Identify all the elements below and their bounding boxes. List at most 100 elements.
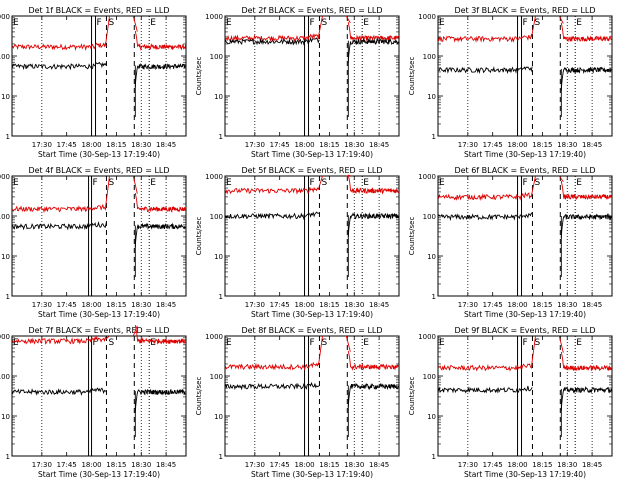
x-tick-label: 18:45: [156, 301, 176, 309]
marker-label-e: E: [226, 338, 232, 348]
y-tick-label: 1000: [418, 333, 436, 341]
events-series-line: [134, 63, 186, 88]
y-tick-label: 10: [1, 253, 10, 261]
panel-det-7f: Det 7f BLACK = Events, RED = LLD 1 10 100 10…: [0, 325, 187, 479]
marker-label-f: F: [93, 338, 98, 348]
plot-frame: [437, 175, 613, 297]
y-tick-label: 1: [219, 293, 223, 301]
x-tick-label: 18:15: [106, 301, 126, 309]
x-tick-label: 18:00: [294, 301, 314, 309]
lld-series-line-saturation: [531, 175, 564, 196]
marker-label-e: E: [439, 178, 445, 188]
panel-det-8f: Det 8f BLACK = Events, RED = LLD 1 10 100 10…: [195, 326, 400, 479]
events-series-line: [12, 221, 107, 231]
plot-frame: [224, 175, 400, 297]
x-tick-label: 17:30: [458, 461, 478, 469]
marker-label-s: S: [108, 338, 114, 348]
y-tick-label: 1: [432, 293, 436, 301]
x-tick-label: 17:30: [458, 301, 478, 309]
marker-label-s: S: [108, 18, 114, 28]
y-tick-label: 1000: [0, 173, 10, 181]
x-tick-label: 17:45: [483, 461, 503, 469]
marker-label-e: E: [13, 18, 19, 28]
marker-label-f: F: [523, 178, 528, 188]
x-tick-label: 18:15: [532, 141, 552, 149]
x-tick-label: 18:00: [81, 141, 101, 149]
lld-series-line: [225, 33, 320, 43]
marker-label-s: S: [321, 18, 327, 28]
panel-det-9f: Det 9f BLACK = Events, RED = LLD 1 10 100 10…: [408, 326, 613, 479]
marker-label-e: E: [576, 178, 582, 188]
panel-title: Det 9f BLACK = Events, RED = LLD: [454, 326, 595, 335]
marker-label-e: E: [439, 18, 445, 28]
plot-frame: [11, 15, 187, 137]
x-tick-label: 18:30: [344, 141, 364, 149]
x-tick-label: 18:15: [319, 141, 339, 149]
lld-series-line-saturation: [105, 175, 138, 208]
y-axis-label: Counts/sec: [195, 57, 203, 96]
y-tick-label: 10: [214, 93, 223, 101]
x-tick-label: 18:45: [582, 301, 602, 309]
x-tick-label: 17:30: [458, 141, 478, 149]
x-tick-label: 18:00: [81, 461, 101, 469]
panel-det-6f: Det 6f BLACK = Events, RED = LLD 1 10 100 10…: [408, 166, 613, 319]
marker-label-s: S: [534, 18, 540, 28]
marker-label-e: E: [226, 178, 232, 188]
x-axis-label: Start Time (30-Sep-13 17:19:40): [251, 470, 373, 479]
x-tick-label: 17:45: [483, 141, 503, 149]
plot-frame: [437, 15, 613, 137]
events-series-line: [438, 385, 533, 394]
x-tick-label: 18:00: [507, 461, 527, 469]
lld-series-line-saturation: [531, 335, 564, 367]
marker-label-s: S: [534, 178, 540, 188]
panel-title: Det 7f BLACK = Events, RED = LLD: [28, 326, 169, 335]
x-tick-label: 18:45: [156, 461, 176, 469]
panel-title: Det 3f BLACK = Events, RED = LLD: [454, 6, 595, 15]
x-tick-label: 18:45: [369, 461, 389, 469]
events-series-line: [134, 222, 186, 248]
marker-label-e: E: [363, 338, 369, 348]
y-tick-label: 10: [427, 413, 436, 421]
x-tick-label: 17:30: [32, 141, 52, 149]
y-axis-label: Counts/sec: [408, 377, 416, 416]
events-series-line: [438, 212, 533, 222]
y-axis-label: Counts/sec: [408, 57, 416, 96]
marker-label-f: F: [523, 338, 528, 348]
marker-label-f: F: [523, 18, 528, 28]
events-series-line: [225, 211, 320, 221]
lld-series-line: [560, 351, 612, 372]
marker-label-e: E: [576, 18, 582, 28]
x-tick-label: 17:45: [270, 141, 290, 149]
y-tick-label: 1000: [0, 13, 10, 21]
lld-series-line-saturation: [318, 175, 351, 190]
events-series-line: [438, 66, 533, 75]
y-tick-label: 1: [432, 453, 436, 461]
x-tick-label: 18:30: [131, 461, 151, 469]
lld-series-line: [560, 180, 612, 201]
panel-title: Det 2f BLACK = Events, RED = LLD: [241, 6, 382, 15]
x-tick-label: 18:00: [294, 141, 314, 149]
y-tick-label: 1000: [418, 13, 436, 21]
lld-series-line-saturation: [318, 15, 351, 37]
events-series-line: [560, 213, 612, 238]
x-tick-label: 17:45: [57, 141, 77, 149]
panel-det-3f: Det 3f BLACK = Events, RED = LLD 1 10 100 10…: [408, 6, 613, 159]
x-tick-label: 18:15: [319, 461, 339, 469]
marker-label-s: S: [321, 338, 327, 348]
x-axis-label: Start Time (30-Sep-13 17:19:40): [38, 310, 160, 319]
x-tick-label: 18:30: [131, 141, 151, 149]
lld-series-line-saturation: [531, 15, 564, 38]
marker-label-s: S: [321, 178, 327, 188]
lld-series-line: [438, 191, 533, 202]
marker-label-e: E: [13, 338, 19, 348]
x-tick-label: 17:45: [270, 301, 290, 309]
x-tick-label: 17:30: [245, 461, 265, 469]
x-tick-label: 18:15: [532, 301, 552, 309]
y-tick-label: 1: [219, 453, 223, 461]
x-axis-label: Start Time (30-Sep-13 17:19:40): [38, 470, 160, 479]
panel-det-1f: Det 1f BLACK = Events, RED = LLD 1 10 100 10…: [0, 6, 187, 159]
x-tick-label: 18:15: [106, 461, 126, 469]
x-tick-label: 18:00: [507, 301, 527, 309]
x-tick-label: 18:45: [369, 301, 389, 309]
marker-label-s: S: [108, 178, 114, 188]
